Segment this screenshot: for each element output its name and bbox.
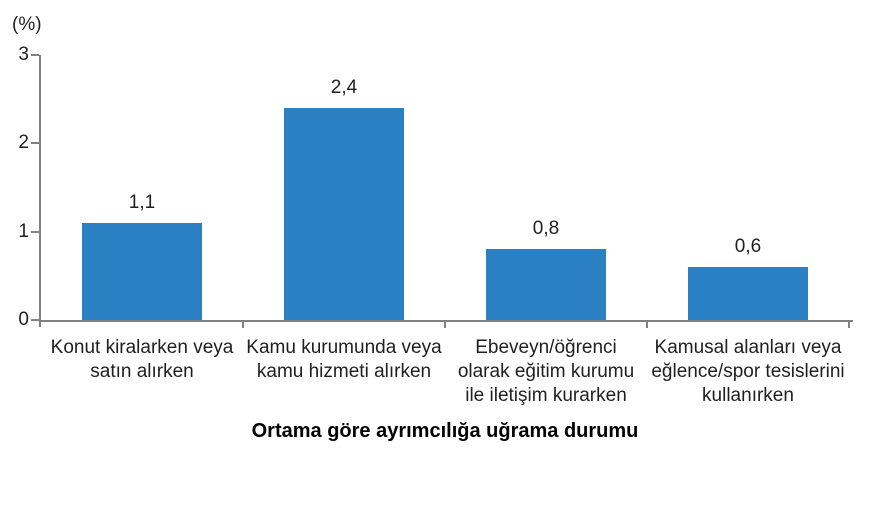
x-tick-mark	[444, 321, 446, 328]
x-category-label: Kamusal alanları veya eğlence/spor tesis…	[651, 337, 845, 406]
y-tick-label: 0	[18, 309, 29, 330]
y-tick-mark	[31, 54, 39, 56]
y-tick-label: 3	[18, 44, 29, 65]
bar-value-label: 0,6	[734, 236, 762, 257]
y-tick-label: 2	[18, 132, 29, 154]
bar	[284, 108, 404, 320]
x-tick-mark	[646, 321, 648, 328]
x-category-label: Konut kiralarken veya satın alırken	[50, 337, 234, 382]
x-tick-mark	[242, 321, 244, 328]
x-category-label: Ebeveyn/öğrenci olarak eğitim kurumu ile…	[457, 337, 635, 406]
x-axis-line	[39, 320, 853, 322]
y-tick-label: 1	[18, 220, 29, 242]
x-category-label: Kamu kurumunda veya kamu hizmeti alırken	[246, 337, 442, 382]
x-axis-title: Ortama göre ayrımcılığa uğrama durumu	[251, 420, 639, 442]
bar-value-label: 0,8	[532, 218, 560, 240]
bar	[486, 249, 606, 320]
y-tick-mark	[31, 230, 39, 233]
x-tick-mark	[848, 321, 850, 328]
plot-area: 0 1 2 3 1,1 Konut kiralarken veya satın alırk…	[18, 44, 853, 406]
bar	[688, 267, 808, 320]
bar-value-label: 2,4	[330, 77, 358, 98]
y-axis-line	[39, 55, 41, 327]
bar	[82, 222, 202, 320]
y-axis-unit-label: (%)	[12, 14, 42, 35]
bar-value-label: 1,1	[128, 191, 156, 213]
y-tick-mark	[31, 142, 39, 145]
y-tick-mark	[31, 319, 39, 321]
